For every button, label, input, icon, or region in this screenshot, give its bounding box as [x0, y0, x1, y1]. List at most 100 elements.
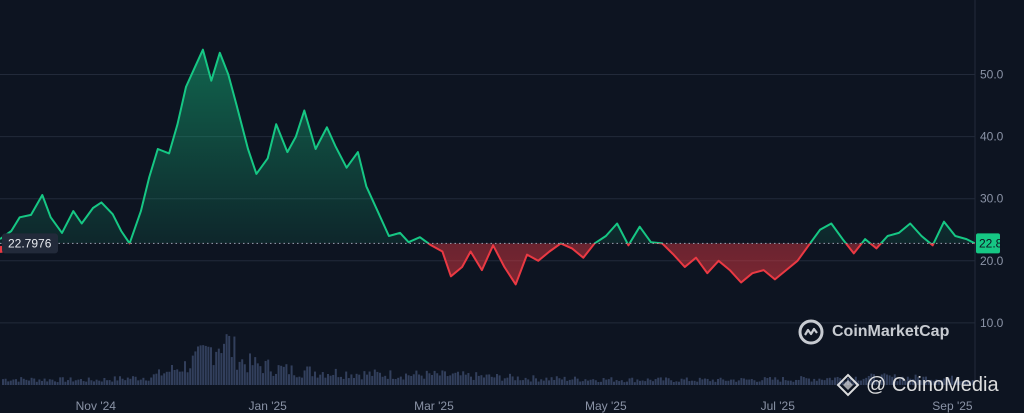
volume-bar [25, 379, 28, 385]
volume-bar [717, 379, 719, 385]
volume-bar [823, 380, 826, 385]
volume-bar [238, 361, 241, 385]
volume-bar [852, 381, 855, 385]
volume-bar [113, 376, 116, 385]
volume-bar [605, 379, 608, 385]
volume-bar [355, 373, 358, 385]
volume-bar [121, 378, 124, 385]
volume-bar [384, 375, 387, 385]
volume-bar [891, 376, 894, 385]
volume-bar [85, 381, 88, 385]
volume-bars [2, 334, 974, 385]
volume-bar [927, 381, 930, 385]
volume-bar [436, 373, 439, 385]
volume-bar [938, 381, 940, 385]
volume-bar [181, 371, 184, 385]
volume-bar [553, 379, 556, 385]
volume-bar [243, 364, 246, 385]
volume-bar [875, 379, 878, 385]
volume-bar [316, 377, 319, 385]
volume-bar [451, 373, 454, 385]
volume-bar [922, 376, 925, 385]
volume-bar [626, 381, 628, 385]
volume-bar [571, 379, 574, 385]
volume-bar [405, 373, 407, 385]
volume-bar [145, 380, 147, 385]
volume-bar [964, 381, 966, 385]
volume-bar [719, 377, 722, 385]
volume-bar [139, 379, 142, 385]
volume-bar [353, 377, 355, 385]
volume-bar [7, 381, 10, 385]
volume-bar [100, 381, 103, 385]
volume-bar [784, 380, 787, 385]
volume-bar [961, 380, 964, 385]
volume-bar [381, 376, 384, 385]
volume-bar [732, 379, 735, 385]
volume-bar [215, 351, 218, 385]
volume-bar [795, 379, 797, 385]
volume-bar [797, 379, 800, 385]
volume-bar [730, 379, 732, 385]
volume-bar [293, 375, 296, 385]
watermark-text: @ CoinoMedia [866, 373, 999, 396]
volume-bar [550, 377, 553, 385]
volume-bar [345, 371, 348, 385]
volume-bar [766, 378, 769, 385]
volume-bar [69, 377, 72, 385]
volume-bar [693, 380, 696, 385]
volume-bar [901, 376, 904, 385]
volume-bar [176, 369, 179, 385]
volume-bar [680, 378, 683, 385]
volume-bar [225, 334, 228, 385]
volume-bar [542, 380, 545, 385]
volume-bar [909, 378, 912, 385]
volume-bar [493, 377, 496, 385]
x-tick-label: Sep '25 [932, 399, 973, 413]
volume-bar [199, 345, 202, 385]
volume-bar [527, 379, 530, 385]
volume-bar [696, 381, 699, 385]
volume-bar [581, 381, 584, 385]
volume-bar [737, 380, 740, 385]
volume-bar [808, 378, 810, 385]
volume-bar [532, 375, 535, 385]
volume-bar [217, 348, 220, 385]
volume-bar [969, 381, 972, 385]
volume-bar [496, 373, 498, 385]
volume-bar [813, 378, 816, 385]
volume-bar [683, 379, 686, 385]
volume-bar [267, 359, 270, 385]
volume-bar [714, 381, 717, 385]
volume-bar [743, 378, 745, 385]
volume-bar [72, 381, 75, 385]
volume-bar [537, 381, 540, 385]
volume-bar [410, 375, 413, 385]
volume-bar [51, 379, 54, 385]
volume-bar [623, 382, 626, 385]
volume-bar [280, 365, 283, 385]
x-tick-label: Jan '25 [249, 399, 288, 413]
volume-bar [171, 365, 173, 385]
volume-bar [197, 346, 199, 385]
volume-bar [529, 381, 532, 385]
volume-bar [865, 377, 868, 385]
volume-bar [834, 377, 836, 385]
volume-bar [272, 375, 275, 385]
volume-bar [46, 381, 49, 385]
volume-bar [321, 372, 324, 385]
volume-bar [587, 380, 589, 385]
x-tick-label: Nov '24 [76, 399, 117, 413]
volume-bar [899, 378, 901, 385]
volume-bar [662, 380, 665, 385]
volume-bar [194, 351, 197, 385]
volume-bar [472, 379, 475, 385]
volume-bar [912, 379, 914, 385]
volume-bar [360, 379, 363, 385]
volume-bar [236, 369, 238, 385]
volume-bar [132, 376, 134, 385]
volume-bar [464, 374, 467, 385]
volume-bar [277, 365, 280, 385]
last-value-label: 22.8 [979, 236, 1003, 250]
volume-bar [165, 371, 168, 385]
